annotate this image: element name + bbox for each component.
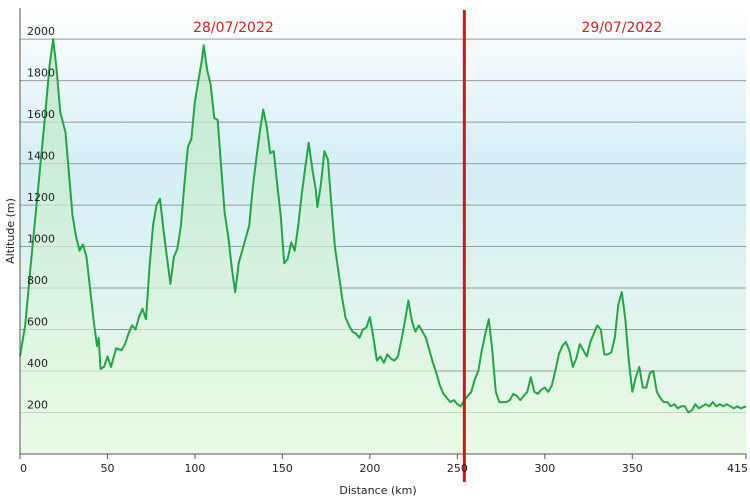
y-tick-label-5: 1200 <box>27 191 55 204</box>
y-tick-label-0: 200 <box>27 399 48 412</box>
y-tick-label-4: 1000 <box>27 233 55 246</box>
x-tick-label-2: 100 <box>184 462 205 475</box>
x-tick-label-8: 415 <box>727 462 748 475</box>
x-tick-label-1: 50 <box>100 462 114 475</box>
x-tick-label-3: 150 <box>272 462 293 475</box>
x-tick-label-5: 250 <box>447 462 468 475</box>
x-tick-label-7: 350 <box>622 462 643 475</box>
day-label-1: 29/07/2022 <box>581 20 662 36</box>
elevation-area-fill <box>20 39 746 454</box>
y-tick-label-2: 600 <box>27 316 48 329</box>
x-axis-ticks: 0 50 100 150 200 250 300 350 415 <box>19 454 748 475</box>
y-tick-label-3: 800 <box>27 274 48 287</box>
day-labels: 28/07/2022 29/07/2022 <box>193 20 662 36</box>
x-tick-label-0: 0 <box>20 462 27 475</box>
x-tick-label-6: 300 <box>534 462 555 475</box>
y-tick-label-7: 1600 <box>27 108 55 121</box>
elevation-line <box>19 38 747 414</box>
y-tick-label-6: 1400 <box>27 150 55 163</box>
x-axis-title: Distance (km) <box>339 484 416 497</box>
day-label-0: 28/07/2022 <box>193 20 274 36</box>
y-tick-label-1: 400 <box>27 357 48 370</box>
x-tick-label-4: 200 <box>359 462 380 475</box>
y-axis-title: Altitude (m) <box>4 198 17 264</box>
y-axis-ticks: 200 400 600 800 1000 1200 1400 1600 1800 2000 <box>27 25 55 411</box>
y-tick-label-9: 2000 <box>27 25 55 38</box>
y-tick-label-8: 1800 <box>27 67 55 80</box>
